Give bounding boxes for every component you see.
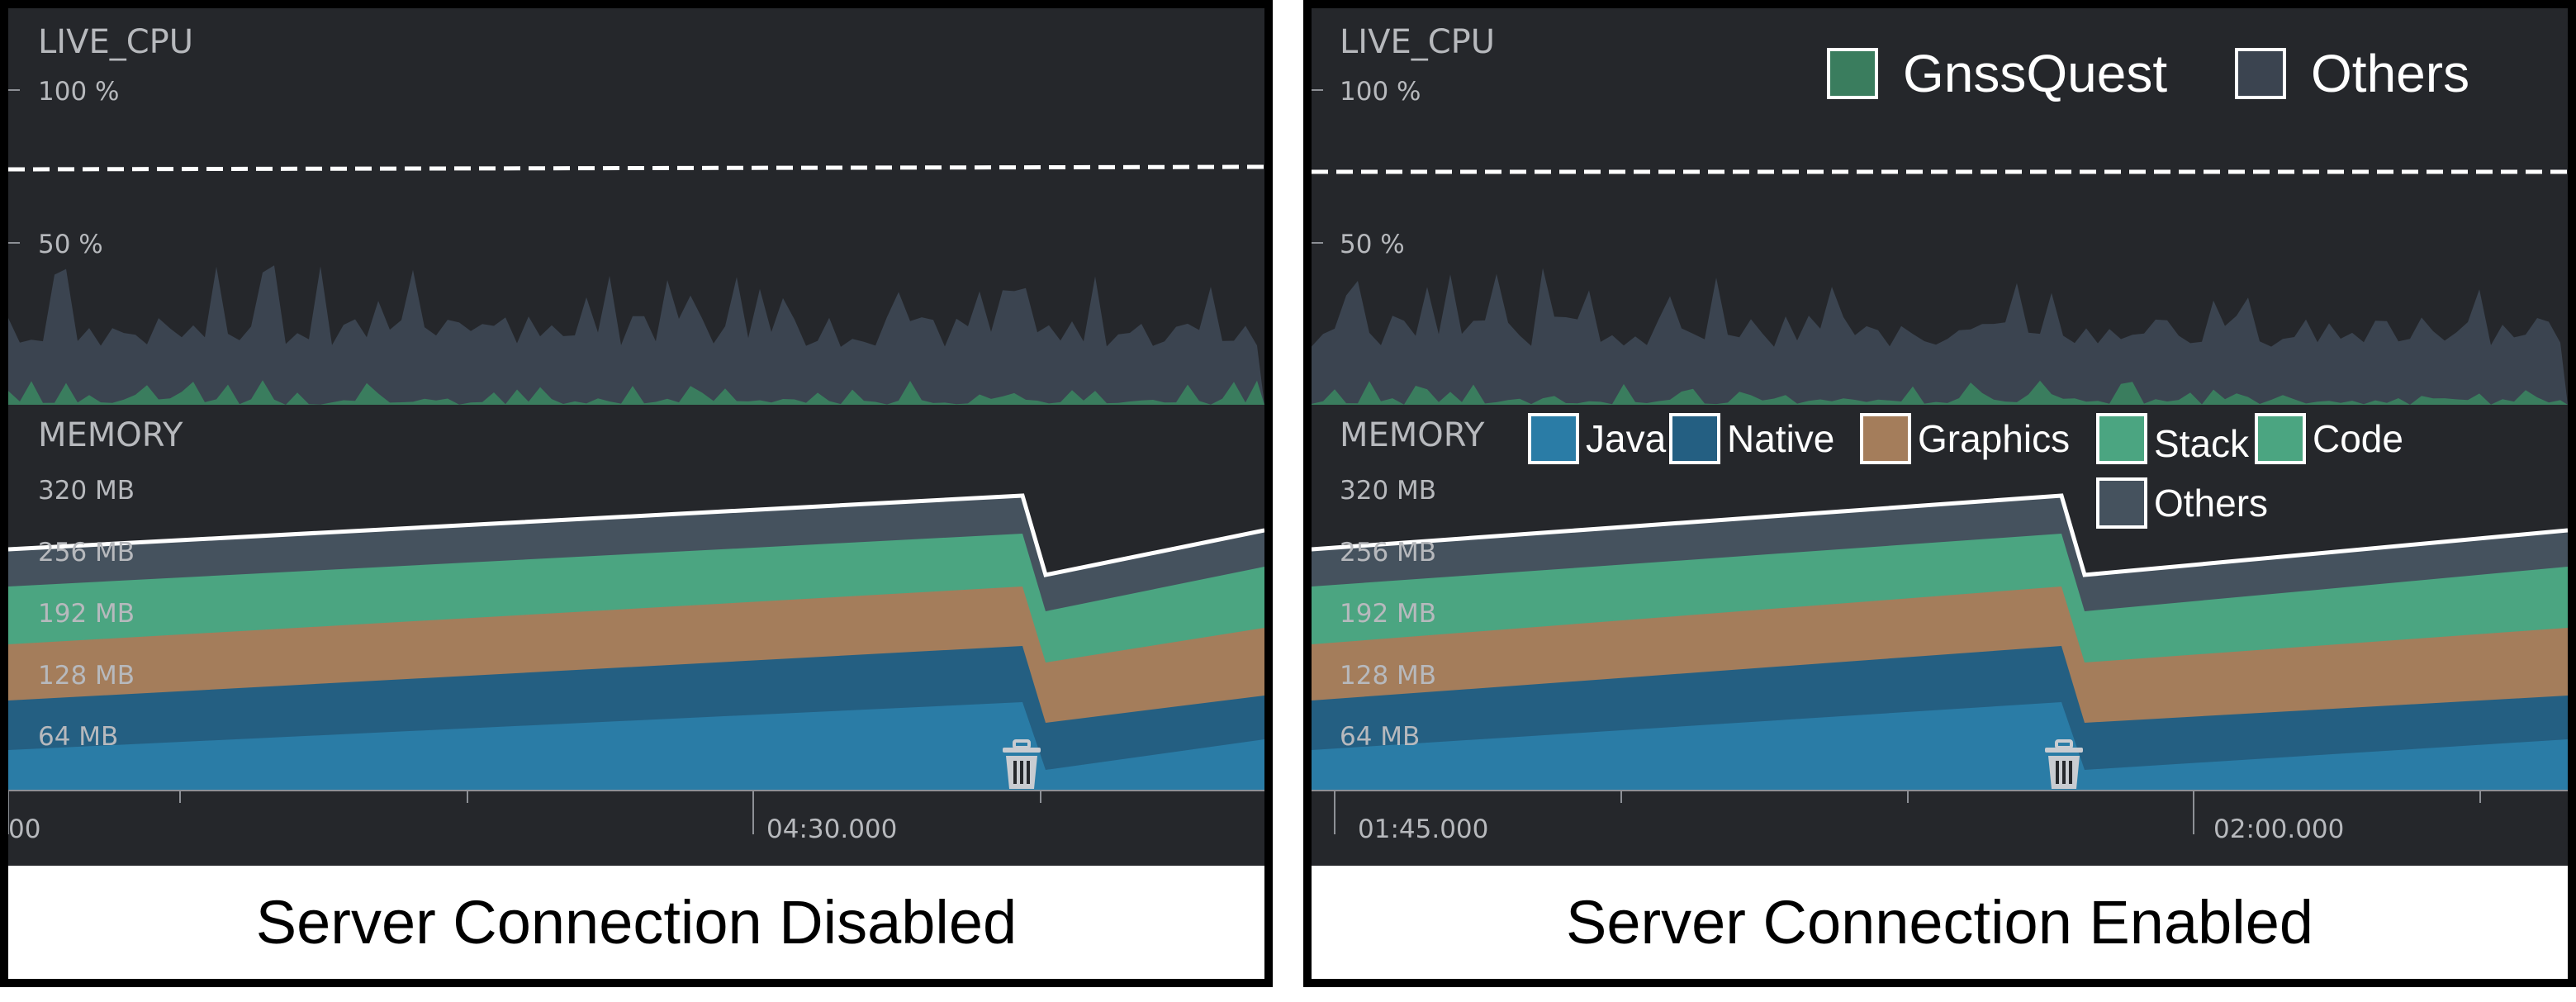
legend-swatch-app	[1827, 48, 1878, 99]
time-label: 00	[8, 814, 41, 844]
time-axis	[1312, 790, 2568, 834]
trash-icon[interactable]	[2042, 739, 2086, 792]
cpu-track	[1312, 89, 2568, 405]
memory-java-area	[1312, 702, 2568, 791]
cpu-legend-app: GnssQuest	[1827, 43, 2167, 104]
legend-swatch-code	[2255, 413, 2306, 464]
panel-caption: Server Connection Disabled	[8, 866, 1264, 979]
panel-server-enabled: LIVE_CPU 100 % 50 % GnssQuest Others MEM…	[1303, 0, 2576, 987]
memory-total-line	[1312, 493, 2568, 577]
memory-java-area	[8, 702, 1264, 791]
memory-track	[1312, 493, 2568, 791]
legend-swatch-others	[2235, 48, 2286, 99]
panel-caption: Server Connection Enabled	[1312, 866, 2568, 979]
time-label: 02:00.000	[2213, 814, 2345, 844]
legend-label: Graphics	[1918, 417, 2071, 460]
legend-label: GnssQuest	[1903, 44, 2168, 103]
memory-tick-label: 256 MB	[1340, 538, 1437, 567]
cpu-tick-label-100: 100 %	[1340, 77, 1421, 107]
cpu-app-area	[1312, 380, 2568, 405]
time-label: 04:30.000	[766, 814, 898, 844]
panel-server-disabled: LIVE_CPU 100 % 50 % MEMORY 320 MB 256 MB…	[0, 0, 1273, 987]
profiler-screen: LIVE_CPU 100 % 50 % MEMORY 320 MB 256 MB…	[8, 8, 1264, 866]
memory-legend-stack: Stack	[2096, 413, 2250, 465]
trash-icon[interactable]	[999, 739, 1044, 792]
cpu-tick-label-100: 100 %	[38, 77, 120, 107]
cpu-track-title: LIVE_CPU	[1340, 23, 1496, 61]
legend-label: Others	[2154, 482, 2269, 525]
profiler-screen: LIVE_CPU 100 % 50 % GnssQuest Others MEM…	[1312, 8, 2568, 866]
cpu-others-area	[8, 265, 1264, 405]
memory-tick-label: 320 MB	[1340, 476, 1437, 506]
memory-track	[8, 493, 1264, 791]
memory-tick-label: 128 MB	[1340, 661, 1437, 691]
legend-label: Java	[1586, 417, 1667, 460]
memory-tick-label: 192 MB	[38, 599, 135, 629]
legend-swatch-stack	[2096, 413, 2147, 464]
memory-tick-label: 320 MB	[38, 476, 135, 506]
legend-label: Stack	[2154, 422, 2250, 465]
cpu-tick-label-50: 50 %	[38, 230, 103, 259]
memory-track-title: MEMORY	[38, 416, 183, 454]
cpu-track-title: LIVE_CPU	[38, 23, 194, 61]
legend-label: Code	[2313, 417, 2403, 460]
memory-legend-others: Others	[2096, 477, 2268, 529]
legend-swatch-java	[1528, 413, 1579, 464]
cpu-others-area	[1312, 268, 2568, 405]
memory-tick-label: 64 MB	[38, 722, 119, 752]
cpu-tick-label-50: 50 %	[1340, 230, 1405, 259]
legend-swatch-others	[2096, 477, 2147, 529]
memory-tick-label: 64 MB	[1340, 722, 1421, 752]
legend-swatch-native	[1669, 413, 1720, 464]
time-label: 01:45.000	[1358, 814, 1489, 844]
memory-legend-code: Code	[2255, 413, 2403, 464]
legend-label: Native	[1727, 417, 1835, 460]
cpu-legend-others: Others	[2235, 43, 2469, 104]
memory-track-title: MEMORY	[1340, 416, 1485, 454]
cpu-track	[8, 89, 1264, 405]
cpu-app-area	[8, 380, 1264, 405]
memory-tick-label: 256 MB	[38, 538, 135, 567]
time-axis	[8, 790, 1264, 834]
legend-swatch-graphics	[1860, 413, 1911, 464]
memory-legend-graphics: Graphics	[1860, 413, 2070, 464]
memory-total-line	[8, 493, 1264, 577]
legend-label: Others	[2311, 44, 2470, 103]
memory-legend-native: Native	[1669, 413, 1834, 464]
memory-legend-java: Java	[1528, 413, 1666, 464]
cpu-threshold-line	[8, 164, 1264, 172]
profiler-chart	[1312, 89, 2568, 834]
profiler-chart	[8, 89, 1264, 834]
memory-tick-label: 128 MB	[38, 661, 135, 691]
memory-tick-label: 192 MB	[1340, 599, 1437, 629]
